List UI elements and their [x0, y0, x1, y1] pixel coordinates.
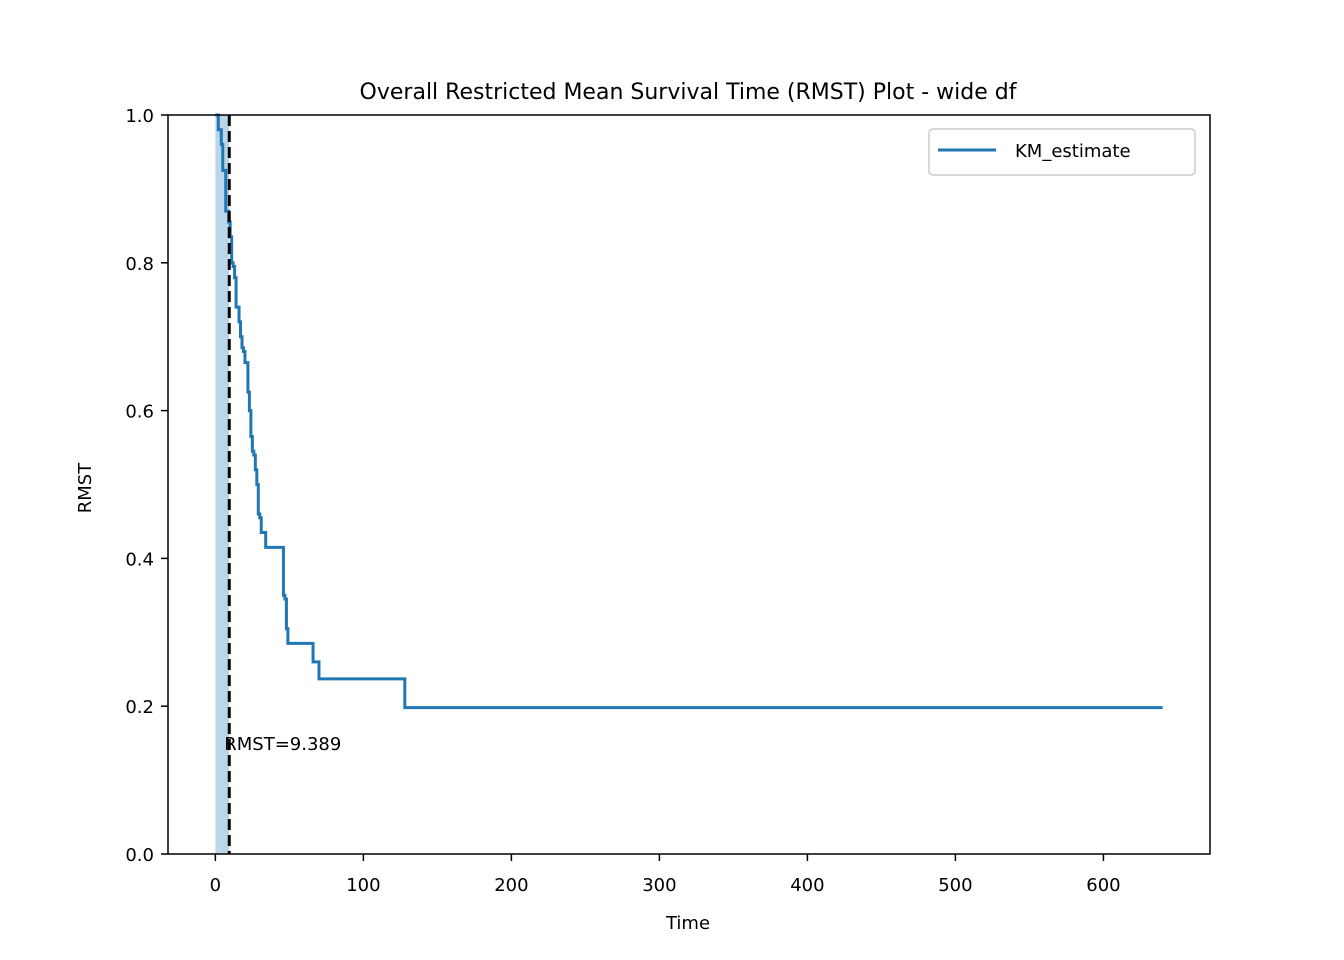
y-tick-label: 0.0 — [125, 845, 154, 866]
rmst-band — [215, 115, 230, 854]
x-tick-label: 300 — [642, 875, 676, 896]
y-tick-label: 1.0 — [125, 106, 154, 127]
legend: KM_estimate — [928, 128, 1196, 176]
axes-frame — [167, 114, 1211, 855]
x-tick-label: 600 — [1086, 875, 1120, 896]
x-tick-label: 0 — [210, 875, 221, 896]
y-tick-label: 0.8 — [125, 254, 154, 275]
y-tick-label: 0.4 — [125, 549, 154, 570]
x-axis-label: Time — [665, 913, 710, 934]
axes: 0 100 200 300 400 500 600 0.0 0.2 0.4 0.6 0.8 1.0 — [125, 106, 1211, 896]
legend-label-km-estimate: KM_estimate — [1015, 141, 1131, 162]
y-tick-label: 0.2 — [125, 697, 154, 718]
y-axis-label: RMST — [75, 462, 96, 513]
x-tick-label: 400 — [790, 875, 824, 896]
rmst-annotation: RMST=9.389 — [224, 734, 341, 755]
x-tick-label: 200 — [494, 875, 528, 896]
x-tick-label: 500 — [938, 875, 972, 896]
y-tick-label: 0.6 — [125, 402, 154, 423]
plot-area — [215, 113, 1163, 854]
x-tick-label: 100 — [346, 875, 380, 896]
chart-title: Overall Restricted Mean Survival Time (R… — [360, 80, 1018, 105]
legend-box — [928, 128, 1196, 176]
